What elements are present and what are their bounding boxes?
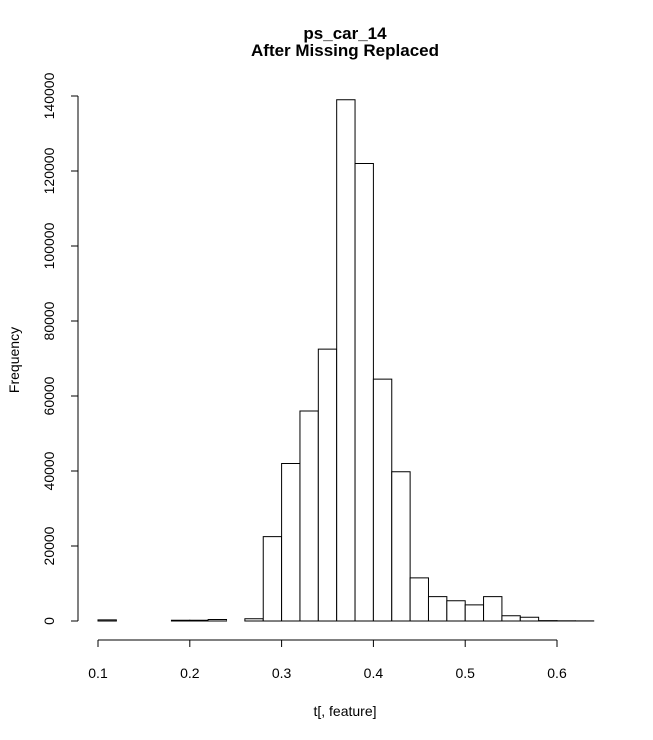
- histogram-bar-13: [336, 99, 356, 622]
- histogram-bar-18: [427, 596, 448, 622]
- chart-title: ps_car_14: [303, 24, 387, 43]
- histogram-bar-20: [464, 604, 485, 622]
- y-tick-label-1: 20000: [41, 526, 57, 565]
- histogram-bar-11: [299, 410, 319, 622]
- histogram-bar-23: [519, 616, 540, 622]
- y-tick-label-2: 40000: [41, 451, 57, 490]
- histogram-bar-4: [170, 619, 191, 622]
- y-tick-label-3: 60000: [41, 376, 57, 415]
- x-tick-label-3: 0.4: [364, 665, 384, 681]
- histogram-bar-22: [501, 615, 521, 622]
- histogram-bar-12: [317, 348, 338, 622]
- x-axis: 0.1 0.2 0.3 0.4 0.5 0.6: [88, 639, 567, 681]
- y-axis: 0 20000 40000 60000 80000 100000 120000 140000: [41, 72, 79, 625]
- y-tick-label-7: 140000: [41, 72, 57, 119]
- x-axis-label: t[, feature]: [313, 703, 376, 719]
- y-ticks: 0 20000 40000 60000 80000 100000 120000 140000: [41, 72, 78, 625]
- histogram-bar-10: [281, 463, 301, 622]
- histogram-bar-15: [372, 378, 393, 622]
- x-tick-label-2: 0.3: [272, 665, 292, 681]
- histogram-bar-9: [262, 536, 283, 622]
- x-ticks: 0.1 0.2 0.3 0.4 0.5 0.6: [88, 640, 567, 681]
- histogram-bar-6: [207, 619, 228, 622]
- x-tick-label-1: 0.2: [180, 665, 200, 681]
- y-axis-label: Frequency: [6, 327, 22, 393]
- histogram-bar-0: [97, 619, 117, 622]
- histogram-bar-16: [391, 471, 411, 622]
- histogram-bar-19: [446, 600, 466, 622]
- y-tick-label-0: 0: [41, 617, 57, 625]
- x-tick-label-5: 0.6: [547, 665, 567, 681]
- histogram-bar-5: [189, 619, 209, 622]
- histogram-bar-8: [244, 618, 264, 622]
- histogram-bar-17: [409, 577, 429, 622]
- x-tick-label-4: 0.5: [455, 665, 475, 681]
- chart-subtitle: After Missing Replaced: [251, 41, 439, 60]
- histogram-bar-21: [483, 596, 503, 622]
- x-tick-label-0: 0.1: [88, 665, 108, 681]
- histogram-bars: [97, 99, 595, 622]
- y-tick-label-6: 120000: [41, 147, 57, 194]
- y-tick-label-4: 80000: [41, 301, 57, 340]
- histogram-bar-14: [354, 163, 374, 622]
- y-tick-label-5: 100000: [41, 222, 57, 269]
